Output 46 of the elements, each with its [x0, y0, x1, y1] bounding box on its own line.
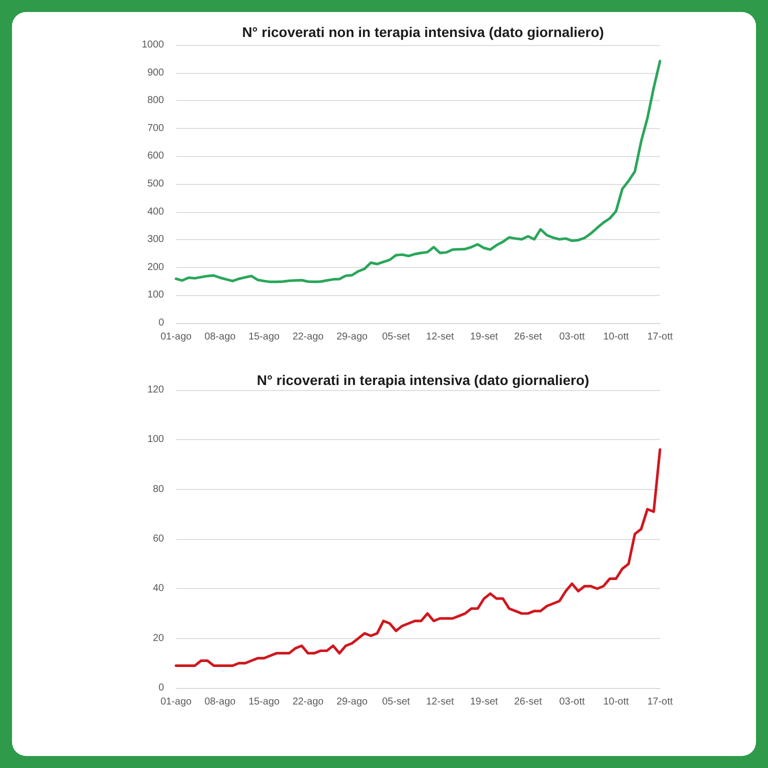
x-tick-label: 15-ago — [248, 332, 280, 342]
x-tick-label: 29-ago — [336, 332, 368, 342]
y-tick-label: 0 — [158, 682, 164, 694]
y-tick-label: 800 — [147, 95, 164, 106]
x-tick-label: 08-ago — [204, 696, 236, 708]
x-tick-label: 05-set — [382, 696, 410, 708]
line-series — [174, 448, 662, 667]
y-tick-label: 100 — [147, 290, 164, 301]
y-tick-label: 400 — [147, 206, 164, 218]
y-tick-label: 1000 — [142, 40, 164, 50]
y-tick-label: 120 — [147, 384, 164, 396]
y-tick-label: 200 — [147, 262, 164, 273]
x-tick-label: 26-set — [514, 696, 542, 708]
x-tick-label: 22-ago — [292, 696, 324, 708]
x-tick-label: 17-ott — [647, 332, 674, 342]
y-tick-label: 80 — [152, 484, 164, 495]
line-series — [174, 60, 662, 284]
chart-title: N° ricoverati non in terapia intensiva (dato giornaliero) — [242, 24, 604, 40]
y-tick-label: 500 — [147, 178, 164, 190]
x-tick-label: 26-set — [514, 332, 542, 342]
x-tick-label: 19-set — [470, 332, 498, 342]
y-tick-label: 0 — [158, 318, 164, 328]
x-tick-label: 05-set — [382, 332, 410, 342]
x-tick-label: 10-ott — [603, 332, 630, 342]
chart-title: N° ricoverati in terapia intensiva (dato giornaliero) — [256, 372, 590, 388]
x-tick-label: 10-ott — [603, 696, 630, 708]
x-tick-label: 08-ago — [204, 332, 236, 342]
y-tick-label: 700 — [147, 122, 164, 134]
x-tick-label: 19-set — [470, 696, 498, 708]
x-tick-label: 15-ago — [248, 696, 280, 708]
x-tick-label: 03-ott — [559, 696, 586, 708]
y-tick-label: 60 — [152, 534, 164, 544]
x-tick-label: 22-ago — [292, 332, 324, 342]
x-tick-label: 17-ott — [647, 696, 674, 708]
y-tick-label: 300 — [147, 234, 164, 246]
x-tick-label: 01-ago — [160, 696, 192, 708]
y-tick-label: 900 — [147, 67, 164, 78]
x-tick-label: 12-set — [426, 332, 454, 342]
y-tick-label: 20 — [152, 632, 164, 644]
y-tick-label: 40 — [152, 583, 164, 594]
x-tick-label: 12-set — [426, 696, 454, 708]
x-tick-label: 01-ago — [160, 332, 192, 342]
y-tick-label: 100 — [147, 434, 164, 446]
x-tick-label: 03-ott — [559, 332, 586, 342]
y-tick-label: 600 — [147, 150, 164, 162]
x-tick-label: 29-ago — [336, 696, 368, 708]
